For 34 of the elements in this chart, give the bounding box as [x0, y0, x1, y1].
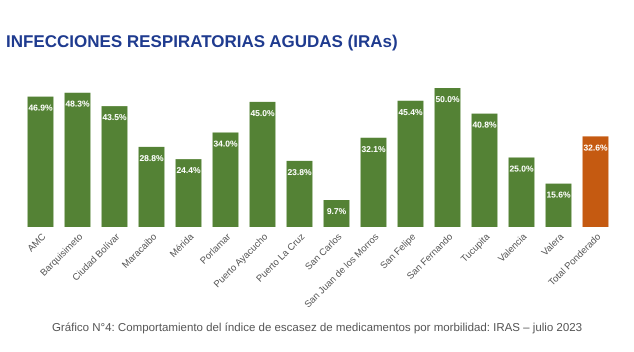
data-label: 45.0%: [250, 108, 275, 118]
data-label: 24.4%: [176, 165, 201, 176]
bar: [324, 200, 350, 227]
data-label: 32.1%: [361, 144, 386, 154]
bar: [286, 160, 312, 227]
text: Gráfico N°4: Comportamiento del índice de escasez de medicamentos por morbilidad: IRAS – julio 2023: [50, 322, 584, 334]
bar: [250, 102, 276, 227]
data-label: 43.5%: [102, 112, 127, 122]
bar: [508, 158, 534, 227]
bar: [398, 100, 424, 227]
bar: [176, 159, 202, 227]
data-label: 45.4%: [398, 106, 423, 117]
bar: [138, 146, 164, 227]
data-label: 15.6%: [546, 190, 571, 200]
bar: [360, 138, 386, 227]
bar: [212, 132, 238, 227]
data-label: 34.0%: [213, 138, 238, 148]
data-label: 25.0%: [509, 164, 534, 174]
chart-title: INFECCIONES RESPIRATORIAS AGUDAS (IRAs): [6, 32, 398, 52]
data-label: 28.8%: [139, 152, 164, 163]
data-label: 48.3%: [65, 98, 90, 109]
data-label: 46.9%: [28, 102, 53, 113]
bar: [472, 114, 498, 227]
data-label: 50.0%: [435, 94, 460, 104]
bar: [582, 136, 608, 227]
bar: [102, 106, 128, 227]
data-label: 40.8%: [472, 120, 497, 130]
bar: [64, 92, 90, 227]
data-label: 9.7%: [326, 206, 347, 216]
bar: [546, 184, 572, 227]
data-label: 23.8%: [287, 166, 312, 177]
bar: [434, 88, 460, 227]
data-label: 32.6%: [583, 142, 608, 152]
bar: [28, 96, 54, 227]
